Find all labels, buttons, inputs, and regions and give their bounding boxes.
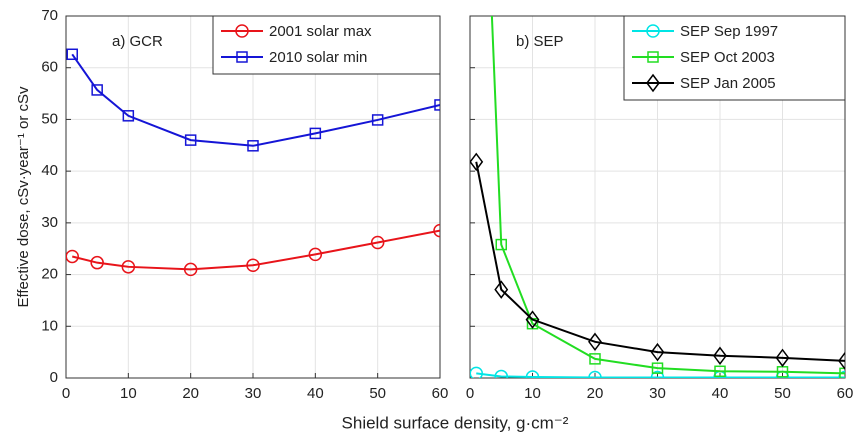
x-tick-label: 10 bbox=[524, 385, 541, 402]
marker bbox=[246, 258, 260, 273]
legend-label: SEP Jan 2005 bbox=[680, 75, 776, 92]
x-tick-label: 40 bbox=[307, 385, 324, 402]
marker bbox=[839, 367, 845, 378]
y-tick-label: 30 bbox=[41, 214, 58, 231]
marker bbox=[183, 262, 198, 277]
marker bbox=[184, 134, 197, 146]
marker bbox=[588, 332, 602, 352]
marker bbox=[838, 351, 845, 371]
marker bbox=[494, 369, 508, 378]
marker bbox=[121, 260, 136, 274]
x-tick-label: 50 bbox=[774, 385, 791, 402]
marker bbox=[91, 84, 103, 96]
marker bbox=[470, 152, 484, 172]
x-tick-label: 0 bbox=[466, 385, 474, 402]
x-tick-label: 60 bbox=[432, 385, 449, 402]
marker bbox=[434, 99, 440, 111]
marker bbox=[589, 353, 601, 365]
marker bbox=[714, 365, 726, 378]
legend-label: SEP Sep 1997 bbox=[680, 23, 778, 40]
legend-marker bbox=[646, 73, 660, 93]
marker bbox=[525, 310, 540, 329]
legend-label: 2010 solar min bbox=[269, 49, 367, 66]
marker bbox=[371, 114, 384, 126]
marker bbox=[525, 370, 540, 378]
x-axis-label: Shield surface density, g·cm⁻² bbox=[342, 413, 569, 432]
y-axis-label: Effective dose, cSv·year⁻¹ or cSv bbox=[15, 86, 32, 308]
y-tick-label: 60 bbox=[41, 59, 58, 76]
legend-marker bbox=[647, 51, 659, 63]
y-tick-label: 10 bbox=[41, 317, 58, 334]
x-tick-label: 30 bbox=[649, 385, 666, 402]
series-line bbox=[490, 16, 845, 375]
x-tick-label: 30 bbox=[245, 385, 262, 402]
x-tick-label: 60 bbox=[837, 385, 854, 402]
marker bbox=[66, 48, 78, 61]
legend-marker bbox=[236, 51, 248, 63]
marker bbox=[838, 370, 845, 378]
x-tick-label: 20 bbox=[587, 385, 604, 402]
marker bbox=[650, 370, 665, 378]
marker bbox=[433, 223, 440, 238]
plot-area bbox=[470, 16, 845, 378]
panel-title: a) GCR bbox=[112, 33, 163, 50]
marker bbox=[650, 342, 665, 362]
series-line bbox=[475, 161, 845, 362]
y-tick-label: 50 bbox=[41, 110, 58, 127]
y-tick-label: 40 bbox=[41, 162, 58, 179]
y-tick-label: 0 bbox=[50, 369, 58, 386]
marker bbox=[713, 346, 727, 366]
plot-area bbox=[66, 48, 440, 277]
series-line bbox=[71, 229, 440, 271]
legend-label: 2001 solar max bbox=[269, 23, 372, 40]
marker bbox=[588, 370, 602, 378]
marker bbox=[775, 348, 790, 368]
marker bbox=[308, 247, 323, 262]
legend-marker bbox=[646, 24, 660, 38]
marker bbox=[247, 140, 259, 152]
marker bbox=[90, 255, 104, 270]
x-tick-label: 0 bbox=[62, 385, 70, 402]
x-tick-label: 40 bbox=[712, 385, 729, 402]
x-tick-label: 10 bbox=[120, 385, 137, 402]
series-line bbox=[476, 372, 845, 378]
y-tick-label: 70 bbox=[41, 7, 58, 24]
marker bbox=[495, 238, 507, 251]
x-tick-label: 50 bbox=[369, 385, 386, 402]
legend-box bbox=[212, 15, 441, 75]
marker bbox=[494, 280, 509, 299]
panel-title: b) SEP bbox=[516, 33, 564, 50]
marker bbox=[470, 366, 483, 378]
x-tick-label: 20 bbox=[182, 385, 199, 402]
legend-marker bbox=[235, 24, 249, 38]
legend-label: SEP Oct 2003 bbox=[680, 49, 775, 66]
marker bbox=[309, 127, 322, 140]
y-tick-label: 20 bbox=[41, 266, 58, 283]
marker bbox=[370, 235, 385, 250]
marker bbox=[651, 362, 664, 374]
marker bbox=[66, 249, 79, 264]
marker bbox=[122, 110, 135, 122]
